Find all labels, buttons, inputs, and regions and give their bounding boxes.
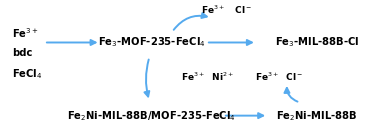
Text: Fe$^{3+}$: Fe$^{3+}$ (12, 26, 39, 40)
Text: Fe$^{3+}$  Cl$^-$: Fe$^{3+}$ Cl$^-$ (255, 70, 304, 83)
Text: Fe$_3$-MIL-88B-Cl: Fe$_3$-MIL-88B-Cl (275, 36, 359, 49)
Text: FeCl$_4$: FeCl$_4$ (12, 67, 42, 81)
Text: Fe$_2$Ni-MIL-88B: Fe$_2$Ni-MIL-88B (276, 109, 358, 122)
Text: Fe$_3$-MOF-235-FeCl$_4$: Fe$_3$-MOF-235-FeCl$_4$ (98, 36, 205, 49)
Text: bdc: bdc (12, 48, 33, 58)
Text: Fe$^{3+}$   Cl$^-$: Fe$^{3+}$ Cl$^-$ (201, 4, 253, 16)
Text: Fe$_2$Ni-MIL-88B/MOF-235-FeCl$_4$: Fe$_2$Ni-MIL-88B/MOF-235-FeCl$_4$ (67, 109, 236, 122)
Text: Fe$^{3+}$  Ni$^{2+}$: Fe$^{3+}$ Ni$^{2+}$ (181, 70, 234, 83)
